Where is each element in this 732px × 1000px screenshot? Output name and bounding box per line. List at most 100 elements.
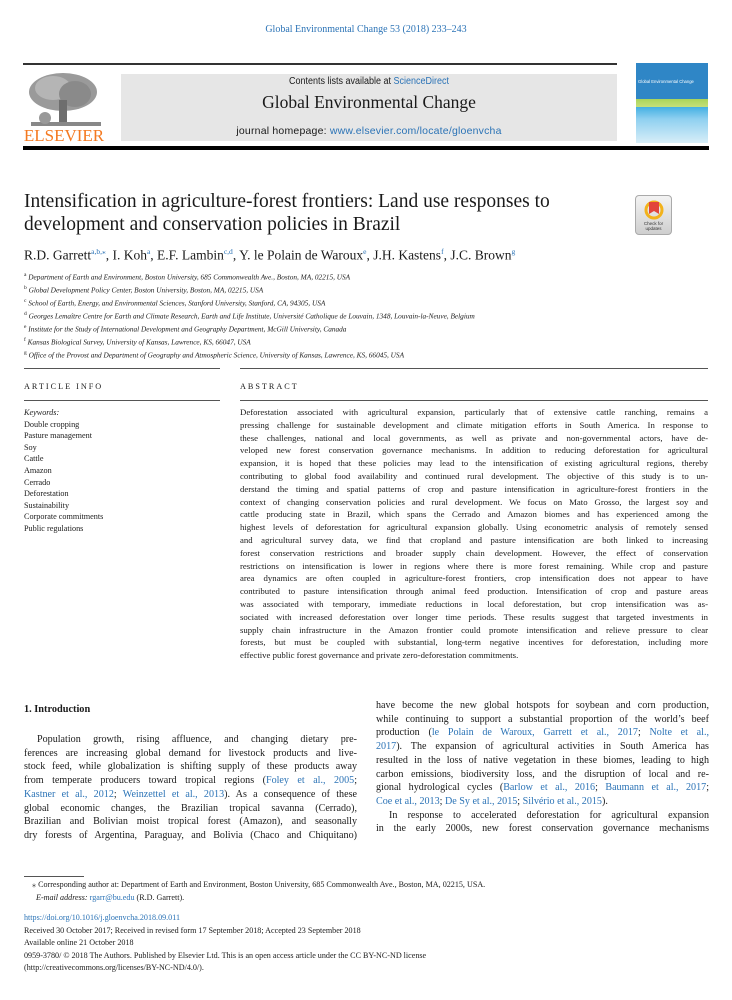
email-label: E-mail address: [36, 892, 90, 902]
author-affiliation-marker[interactable]: g [511, 247, 516, 256]
abstract-line: highest levels of deforestation for agri… [240, 522, 708, 533]
homepage-link[interactable]: www.elsevier.com/locate/gloenvcha [329, 125, 502, 137]
author-affiliation-marker[interactable]: e [363, 247, 367, 256]
text-line: global economic changes, the Brazilian t… [24, 802, 357, 816]
author-name[interactable]: J.H. Kastens [373, 247, 442, 263]
affiliation: c School of Earth, Energy, and Environme… [24, 296, 475, 309]
affiliation-text: Global Development Policy Center, Boston… [28, 285, 264, 295]
abstract-line: sociated with increased deforestation ov… [240, 611, 708, 622]
citation-link[interactable]: Foley et al., 2005 [265, 775, 355, 787]
author-affiliation-marker[interactable]: a [146, 247, 151, 256]
abstract-line: Deforestation associated with agricultur… [240, 407, 708, 417]
text-line: carbon emissions, biodiversity loss, and… [376, 768, 709, 782]
abstract-line: cattle producing state in Brazil, which … [240, 509, 708, 520]
journal-title: Global Environmental Change [262, 92, 476, 112]
citation-link[interactable]: Barlow et al., 2016 [503, 782, 596, 794]
text-run: ; [706, 782, 710, 794]
text-run: ; [637, 727, 650, 739]
text-run: ). The expansion of agricultural activit… [396, 741, 709, 753]
keyword[interactable]: Deforestation [24, 489, 69, 499]
keyword[interactable]: Soy [24, 442, 37, 452]
affiliation: d Georges Lemaître Centre for Earth and … [24, 309, 475, 322]
text-line: resulted in the loss of native vegetatio… [376, 754, 709, 768]
keyword[interactable]: Pasture management [24, 431, 92, 441]
text-run: production ( [376, 727, 432, 739]
text-run: ). [601, 795, 608, 807]
email-link[interactable]: rgarr@bu.edu [89, 892, 135, 902]
author-affiliation-marker[interactable]: f [441, 247, 444, 256]
author-name[interactable]: R.D. Garrett [24, 247, 92, 263]
affiliation: f Kansas Biological Survey, University o… [24, 335, 475, 348]
abstract-heading: ABSTRACT [240, 382, 299, 391]
sciencedirect-link[interactable]: ScienceDirect [393, 76, 450, 87]
footnote: ⁎ Corresponding author at: Department of… [24, 879, 485, 904]
abstract-line: forest conservation restrictions and bro… [240, 547, 708, 558]
homepage-label: journal homepage: [236, 125, 330, 137]
affiliation-text: Department of Earth and Environment, Bos… [28, 272, 351, 282]
citation-link[interactable]: Baumann et al., 2017 [605, 782, 707, 794]
check-for-updates-button[interactable]: Check for updates [635, 195, 672, 235]
text-line: dry forests of Argentina, Paraguay, and … [24, 829, 357, 843]
affiliation: b Global Development Policy Center, Bost… [24, 283, 475, 296]
cover-title: Global Environmental Change [638, 79, 694, 84]
text-run: dry forests of Argentina, Paraguay, and … [24, 829, 357, 841]
copyright: 0959-3780/ © 2018 The Authors. Published… [24, 950, 427, 960]
abstract-line: was associated with temporary, immediate… [240, 598, 708, 609]
journal-cover[interactable]: Global Environmental Change [636, 63, 708, 143]
citation-link[interactable]: Silvério et al., 2015 [522, 795, 602, 807]
section-heading-introduction: 1. Introduction [24, 704, 91, 715]
keyword[interactable]: Corporate commitments [24, 512, 104, 522]
citation-link[interactable]: Coe et al., 2013 [376, 795, 440, 807]
check-updates-icon [644, 200, 663, 220]
header-rule [23, 63, 617, 65]
text-run: carbon emissions, biodiversity loss, and… [376, 768, 709, 780]
abstract-line: area dynamics are often coupled in agric… [240, 573, 708, 584]
abstract-line: these challenges, national and local gov… [240, 432, 708, 443]
elsevier-logo[interactable]: ELSEVIER [23, 72, 105, 145]
text-run: In response to accelerated deforestation… [389, 809, 709, 821]
keyword[interactable]: Amazon [24, 465, 52, 475]
author-name[interactable]: E.F. Lambin [157, 247, 224, 263]
text-run: ; [354, 775, 357, 787]
author-name[interactable]: I. Koh [112, 247, 147, 263]
license-url[interactable]: (http://creativecommons.org/licenses/BY-… [24, 963, 204, 973]
author-name[interactable]: J.C. Brown [450, 247, 512, 263]
abstract-line: and agricultural survey data, we find th… [240, 534, 708, 545]
keyword[interactable]: Public regulations [24, 523, 84, 533]
affiliation-text: Kansas Biological Survey, University of … [27, 337, 251, 347]
citation-link[interactable]: Weinzettel et al., 2013 [122, 788, 225, 800]
citation-link[interactable]: le Polain de Waroux, Garrett et al., 201… [431, 727, 638, 739]
text-line: ferences are increasing global demand fo… [24, 747, 357, 761]
text-run: ; [595, 782, 606, 794]
affiliation: e Institute for the Study of Internation… [24, 322, 475, 335]
abstract-line: derstand the timing and spatial patterns… [240, 483, 708, 494]
affiliation-text: Office of the Provost and Department of … [28, 350, 405, 360]
keyword[interactable]: Cattle [24, 454, 44, 464]
author-name[interactable]: Y. le Polain de Waroux [239, 247, 364, 263]
affiliation-marker: g [24, 350, 27, 357]
text-line: in the early 2000s, new forest conservat… [376, 822, 709, 836]
author-list: R.D. Garretta,b,⁎, I. Koha, E.F. Lambinc… [24, 247, 516, 263]
affiliation-marker: c [24, 298, 27, 305]
text-line: production (le Polain de Waroux, Garrett… [376, 726, 709, 740]
doi-link[interactable]: https://doi.org/10.1016/j.gloenvcha.2018… [24, 913, 181, 922]
text-run: ). As a consequence of these [224, 788, 357, 800]
abstract-line: pressing challenge for sustainable devel… [240, 419, 708, 430]
text-run: stock feed, while globalization is shift… [24, 761, 357, 773]
available-online: Available online 21 October 2018 [24, 938, 134, 948]
affiliation-marker: b [24, 285, 27, 292]
keyword[interactable]: Sustainability [24, 500, 70, 510]
journal-citation[interactable]: Global Environmental Change 53 (2018) 23… [265, 24, 467, 35]
author-affiliation-marker[interactable]: a,b,⁎ [91, 247, 106, 256]
keyword[interactable]: Cerrado [24, 477, 51, 487]
text-run: ; [439, 795, 445, 807]
author-affiliation-marker[interactable]: c,d [223, 247, 233, 256]
citation-link[interactable]: De Sy et al., 2015 [444, 795, 518, 807]
homepage-line: journal homepage: www.elsevier.com/locat… [121, 125, 617, 137]
citation-link[interactable]: Kastner et al., 2012 [24, 788, 114, 800]
citation-link[interactable]: 2017 [376, 741, 397, 753]
keyword[interactable]: Double cropping [24, 419, 80, 429]
text-run: in the early 2000s, new forest conservat… [376, 823, 709, 835]
citation-link[interactable]: Nolte et al., [649, 727, 710, 739]
text-run: from temperate producers toward tropical… [24, 775, 266, 787]
